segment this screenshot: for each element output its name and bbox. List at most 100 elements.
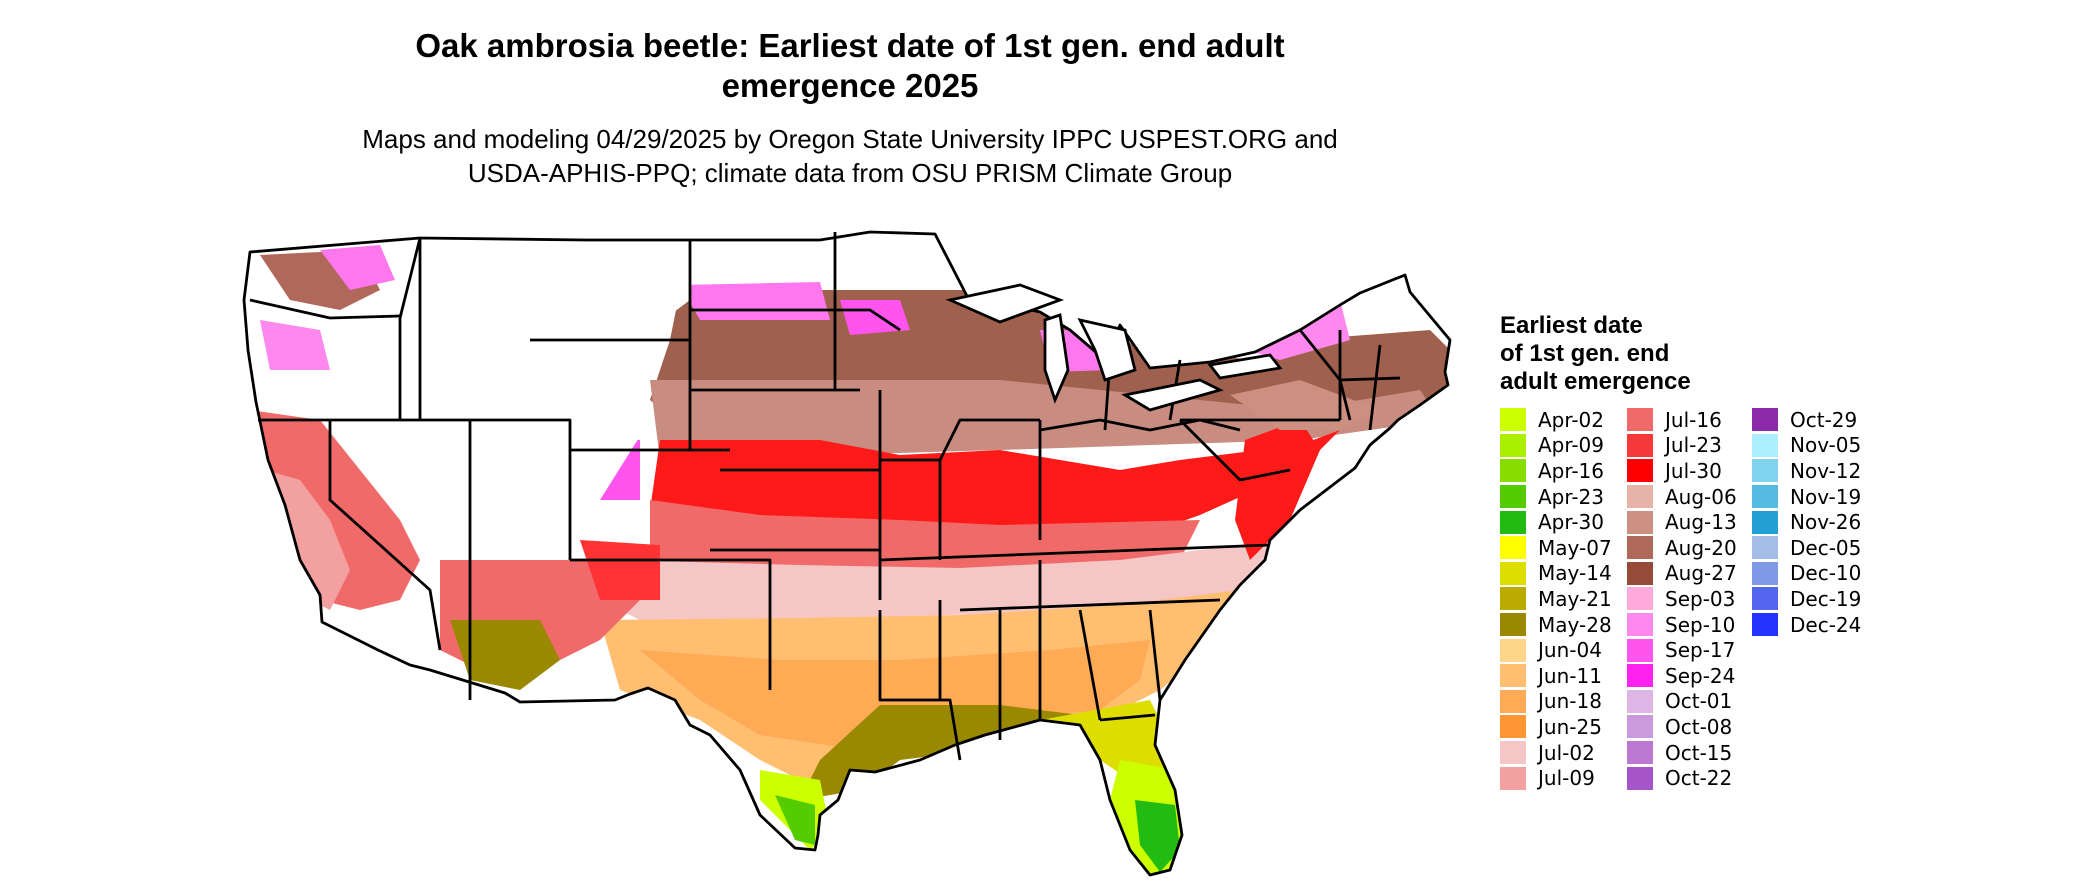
legend-item: Sep-17 xyxy=(1627,637,1737,663)
legend-item: Dec-19 xyxy=(1752,586,1861,612)
legend-item: Oct-29 xyxy=(1752,407,1861,433)
legend-label: Jun-04 xyxy=(1538,638,1602,663)
legend-label: Aug-27 xyxy=(1665,561,1737,586)
legend-item: Aug-27 xyxy=(1627,561,1737,587)
legend-swatch xyxy=(1627,485,1653,509)
legend-swatch xyxy=(1627,459,1653,483)
legend-label: Nov-26 xyxy=(1790,510,1862,535)
legend-swatch xyxy=(1627,638,1653,662)
legend-column: Jul-16 Jul-23 Jul-30 Aug-06 Aug-13 Aug-20 Aug-… xyxy=(1627,407,1737,791)
legend-label: Jul-30 xyxy=(1665,458,1722,483)
legend-item: Dec-10 xyxy=(1752,561,1861,587)
legend-item: Apr-30 xyxy=(1500,509,1612,535)
legend-label: Apr-02 xyxy=(1538,407,1604,432)
legend-item: Jul-02 xyxy=(1500,740,1612,766)
legend-label: Oct-22 xyxy=(1665,766,1733,791)
legend-swatch xyxy=(1627,689,1653,713)
legend-label: Dec-05 xyxy=(1790,535,1862,560)
legend-column: Apr-02 Apr-09 Apr-16 Apr-23 Apr-30 May-07 May-… xyxy=(1500,407,1612,791)
legend-item: May-14 xyxy=(1500,561,1612,587)
legend-item: Nov-12 xyxy=(1752,458,1861,484)
legend-item: May-21 xyxy=(1500,586,1612,612)
legend-label: Jul-02 xyxy=(1538,740,1595,765)
legend-label: Dec-10 xyxy=(1790,561,1862,586)
legend-item: Dec-24 xyxy=(1752,612,1861,638)
legend-swatch xyxy=(1752,485,1778,509)
legend-label: May-28 xyxy=(1538,612,1612,637)
legend-swatch xyxy=(1500,741,1526,765)
legend-item: May-07 xyxy=(1500,535,1612,561)
legend-item: Jun-18 xyxy=(1500,689,1612,715)
legend-item: Jun-04 xyxy=(1500,637,1612,663)
legend-swatch xyxy=(1627,561,1653,585)
legend-swatch xyxy=(1627,741,1653,765)
legend-label: Apr-16 xyxy=(1538,458,1604,483)
legend-swatch xyxy=(1752,459,1778,483)
legend-item: Sep-10 xyxy=(1627,612,1737,638)
legend-swatch xyxy=(1627,587,1653,611)
legend-swatch xyxy=(1627,664,1653,688)
legend-item: Jun-25 xyxy=(1500,714,1612,740)
legend-swatch xyxy=(1500,408,1526,432)
legend-swatch xyxy=(1500,459,1526,483)
legend-label: May-14 xyxy=(1538,561,1612,586)
legend-title: Earliest date of 1st gen. end adult emer… xyxy=(1500,312,1691,395)
legend-item: Oct-15 xyxy=(1627,740,1737,766)
legend-item: May-28 xyxy=(1500,612,1612,638)
legend-swatch xyxy=(1752,433,1778,457)
legend-label: Jul-09 xyxy=(1538,766,1595,791)
legend-label: Aug-13 xyxy=(1665,510,1737,535)
legend-item: Apr-02 xyxy=(1500,407,1612,433)
legend-item: Oct-08 xyxy=(1627,714,1737,740)
legend-swatch xyxy=(1500,561,1526,585)
legend-label: Sep-24 xyxy=(1665,663,1736,688)
legend-label: Jun-11 xyxy=(1538,663,1602,688)
legend-swatch xyxy=(1752,536,1778,560)
legend-item: Aug-20 xyxy=(1627,535,1737,561)
map-title: Oak ambrosia beetle: Earliest date of 1s… xyxy=(415,27,1285,104)
legend-label: Apr-09 xyxy=(1538,433,1604,458)
legend-column: Oct-29 Nov-05 Nov-12 Nov-19 Nov-26 Dec-05 Dec-… xyxy=(1752,407,1861,637)
legend-item: Apr-09 xyxy=(1500,433,1612,459)
legend-swatch xyxy=(1500,689,1526,713)
state-boundaries xyxy=(242,230,1452,877)
legend-swatch xyxy=(1500,485,1526,509)
legend-label: Sep-10 xyxy=(1665,612,1736,637)
legend-label: Oct-29 xyxy=(1790,407,1858,432)
legend-swatch xyxy=(1500,433,1526,457)
legend-item: Apr-23 xyxy=(1500,484,1612,510)
legend-item: Jul-16 xyxy=(1627,407,1737,433)
legend-item: Jun-11 xyxy=(1500,663,1612,689)
legend-swatch xyxy=(1627,433,1653,457)
legend-item: Nov-19 xyxy=(1752,484,1861,510)
legend-label: Apr-23 xyxy=(1538,484,1604,509)
legend-item: Oct-22 xyxy=(1627,765,1737,791)
legend-label: Nov-05 xyxy=(1790,433,1862,458)
legend-swatch xyxy=(1627,766,1653,790)
legend-item: Aug-06 xyxy=(1627,484,1737,510)
legend-label: May-21 xyxy=(1538,586,1612,611)
legend-label: Dec-24 xyxy=(1790,612,1862,637)
legend-swatch xyxy=(1752,613,1778,637)
legend-label: Apr-30 xyxy=(1538,510,1604,535)
legend-item: Jul-23 xyxy=(1627,433,1737,459)
legend-swatch xyxy=(1500,510,1526,534)
legend-label: Aug-20 xyxy=(1665,535,1737,560)
map-subtitle: Maps and modeling 04/29/2025 by Oregon S… xyxy=(362,124,1338,188)
legend-swatch xyxy=(1627,613,1653,637)
legend-swatch xyxy=(1627,408,1653,432)
legend-item: Sep-24 xyxy=(1627,663,1737,689)
legend-label: Nov-19 xyxy=(1790,484,1862,509)
legend-swatch xyxy=(1500,715,1526,739)
legend-item: Sep-03 xyxy=(1627,586,1737,612)
legend-label: May-07 xyxy=(1538,535,1612,560)
legend-swatch xyxy=(1627,510,1653,534)
legend-item: Dec-05 xyxy=(1752,535,1861,561)
legend-swatch xyxy=(1752,561,1778,585)
legend-swatch xyxy=(1500,664,1526,688)
legend-swatch xyxy=(1752,408,1778,432)
legend-label: Oct-08 xyxy=(1665,714,1733,739)
legend-label: Oct-15 xyxy=(1665,740,1733,765)
legend-item: Jul-09 xyxy=(1500,765,1612,791)
